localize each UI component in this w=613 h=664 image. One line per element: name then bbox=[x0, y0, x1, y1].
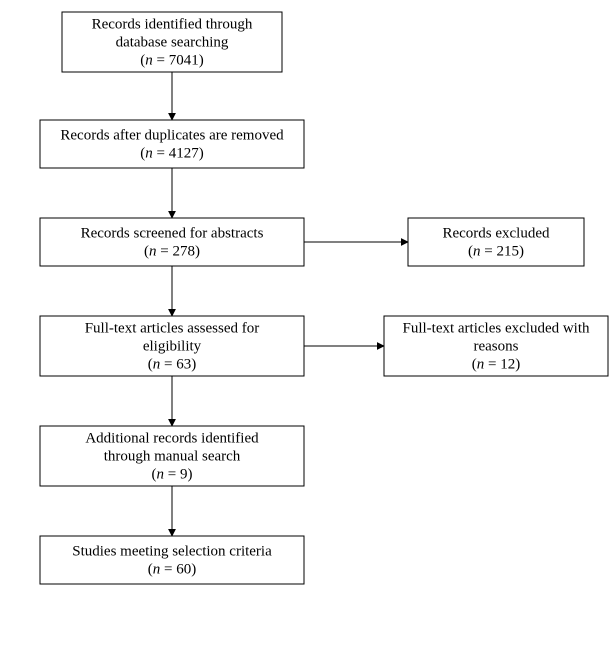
flow-node-final: Studies meeting selection criteria (n = 6… bbox=[40, 536, 304, 584]
node-text: Additional records identified bbox=[85, 431, 259, 447]
node-text: database searching bbox=[116, 35, 229, 51]
node-count: (n = 63) bbox=[148, 357, 196, 373]
flow-node-excluded1: Records excluded (n = 215) bbox=[408, 218, 584, 266]
node-count: (n = 9) bbox=[152, 467, 193, 483]
node-text: Full-text articles assessed for bbox=[85, 321, 260, 337]
node-count: (n = 12) bbox=[472, 357, 520, 373]
flow-node-duplicates: Records after duplicates are removed (n =… bbox=[40, 120, 304, 168]
node-text: Studies meeting selection criteria bbox=[72, 544, 272, 560]
node-text: reasons bbox=[474, 339, 519, 355]
node-text: Full-text articles excluded with bbox=[402, 321, 590, 337]
node-text: Records excluded bbox=[442, 226, 550, 242]
flow-node-identified: Records identified through database searc… bbox=[62, 12, 282, 72]
node-count: (n = 7041) bbox=[140, 53, 203, 69]
node-text: eligibility bbox=[143, 339, 202, 355]
node-count: (n = 60) bbox=[148, 562, 196, 578]
flow-node-fulltext: Full-text articles assessed for eligibili… bbox=[40, 316, 304, 376]
node-text: Records identified through bbox=[92, 17, 253, 33]
node-count: (n = 278) bbox=[144, 244, 200, 260]
flow-node-additional: Additional records identified through man… bbox=[40, 426, 304, 486]
flow-node-excluded2: Full-text articles excluded with reasons (… bbox=[384, 316, 608, 376]
node-text: through manual search bbox=[104, 449, 241, 465]
prisma-flowchart: Records identified through database searc… bbox=[0, 0, 613, 664]
node-count: (n = 4127) bbox=[140, 146, 203, 162]
node-text: Records screened for abstracts bbox=[81, 226, 264, 242]
flow-node-screened: Records screened for abstracts (n = 278) bbox=[40, 218, 304, 266]
node-text: Records after duplicates are removed bbox=[60, 128, 284, 144]
node-count: (n = 215) bbox=[468, 244, 524, 260]
